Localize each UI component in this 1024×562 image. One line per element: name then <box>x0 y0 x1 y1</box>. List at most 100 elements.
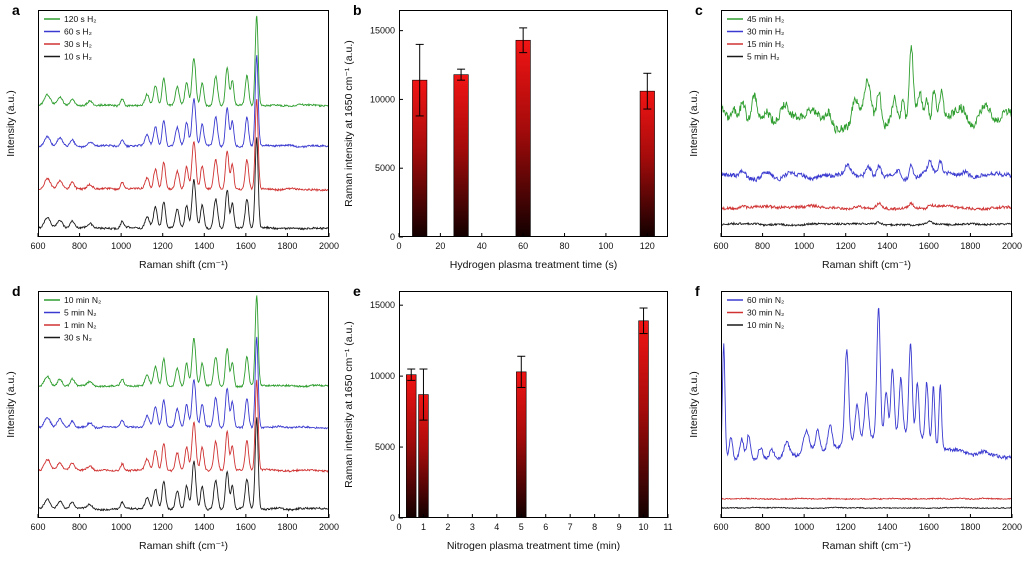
panel-a-chart: 600 800 1000 1200 1400 1600 1800 2000 Raman shif… <box>5 10 339 271</box>
panel-c-letter: c <box>695 2 703 18</box>
panel-d-chart: 600 800 1000 1200 1400 1600 1800 2000 Raman shif… <box>5 291 339 552</box>
panel-f-letter: f <box>695 283 700 299</box>
svg-text:Raman intensity at 1650 cm⁻¹ (: Raman intensity at 1650 cm⁻¹ (a.u.) <box>343 40 355 207</box>
svg-text:5 min H₂: 5 min H₂ <box>747 52 780 62</box>
svg-text:1200: 1200 <box>836 522 856 532</box>
svg-text:0: 0 <box>396 241 401 251</box>
panel-f: f 600 800 1000 1200 1400 1600 1800 2000 Raman sh… <box>683 281 1024 562</box>
svg-text:30 min H₂: 30 min H₂ <box>747 27 784 37</box>
svg-text:45 min H₂: 45 min H₂ <box>747 14 784 24</box>
svg-text:10 min N₂: 10 min N₂ <box>747 320 784 330</box>
svg-text:10000: 10000 <box>370 94 395 104</box>
svg-text:600: 600 <box>30 522 45 532</box>
svg-text:30 s H₂: 30 s H₂ <box>64 39 92 49</box>
svg-text:10 s H₂: 10 s H₂ <box>64 52 92 62</box>
svg-text:60 s H₂: 60 s H₂ <box>64 27 92 37</box>
svg-text:1400: 1400 <box>194 241 214 251</box>
svg-text:600: 600 <box>713 522 728 532</box>
panel-c-chart: 600 800 1000 1200 1400 1600 1800 2000 Raman shif… <box>688 10 1022 271</box>
svg-text:1800: 1800 <box>960 241 980 251</box>
svg-text:40: 40 <box>477 241 487 251</box>
svg-text:2000: 2000 <box>319 522 339 532</box>
svg-text:2000: 2000 <box>319 241 339 251</box>
svg-text:Intensity (a.u.): Intensity (a.u.) <box>688 90 700 157</box>
svg-text:1800: 1800 <box>960 522 980 532</box>
svg-text:80: 80 <box>560 241 570 251</box>
panel-e-letter: e <box>353 283 361 299</box>
panel-d: d 600 800 1000 1200 1400 1600 1800 2000 Raman sh… <box>0 281 341 562</box>
svg-text:5: 5 <box>519 522 524 532</box>
svg-text:Intensity (a.u.): Intensity (a.u.) <box>5 90 17 157</box>
panel-f-chart: 600 800 1000 1200 1400 1600 1800 2000 Raman shif… <box>688 291 1022 552</box>
svg-text:0: 0 <box>396 522 401 532</box>
svg-text:9: 9 <box>617 522 622 532</box>
svg-text:30 min N₂: 30 min N₂ <box>747 308 784 318</box>
svg-text:1600: 1600 <box>236 522 256 532</box>
panel-b-chart: 0 20 40 60 80 100 120 0 5000 10000 15000 Hydrogen p… <box>343 10 668 271</box>
svg-text:Raman shift (cm⁻¹): Raman shift (cm⁻¹) <box>822 540 911 552</box>
panel-a: a 600 800 1000 1200 1400 1600 1800 2000 Raman sh… <box>0 0 341 281</box>
svg-text:1 min N₂: 1 min N₂ <box>64 320 97 330</box>
svg-text:0: 0 <box>390 513 395 523</box>
svg-text:10 min N₂: 10 min N₂ <box>64 295 101 305</box>
svg-text:1200: 1200 <box>153 522 173 532</box>
svg-text:600: 600 <box>713 241 728 251</box>
svg-text:1400: 1400 <box>194 522 214 532</box>
panel-b-letter: b <box>353 2 362 18</box>
svg-text:10000: 10000 <box>370 371 395 381</box>
svg-text:120: 120 <box>640 241 655 251</box>
svg-text:5 min N₂: 5 min N₂ <box>64 308 97 318</box>
svg-text:0: 0 <box>390 232 395 242</box>
svg-text:1000: 1000 <box>794 522 814 532</box>
svg-text:Raman shift (cm⁻¹): Raman shift (cm⁻¹) <box>139 259 228 271</box>
panel-b: b 0 20 40 60 80 100 120 0 5000 10000 15000 Hydrogen… <box>341 0 683 281</box>
svg-text:15 min H₂: 15 min H₂ <box>747 39 784 49</box>
svg-text:800: 800 <box>72 522 87 532</box>
svg-text:5000: 5000 <box>375 442 395 452</box>
svg-text:1400: 1400 <box>877 522 897 532</box>
svg-text:800: 800 <box>72 241 87 251</box>
svg-text:1800: 1800 <box>277 522 297 532</box>
svg-text:1400: 1400 <box>877 241 897 251</box>
svg-text:1600: 1600 <box>919 522 939 532</box>
svg-text:2: 2 <box>445 522 450 532</box>
svg-text:4: 4 <box>494 522 499 532</box>
svg-text:100: 100 <box>598 241 613 251</box>
svg-text:2000: 2000 <box>1002 241 1022 251</box>
panel-e-chart: 0 1 2 3 4 5 6 7 8 9 10 11 0 5000 10000 15000 Nitrogen pl… <box>343 291 673 552</box>
panel-e: e 0 1 2 3 4 5 6 7 8 9 10 11 0 5000 10000 15000 Nitrogen … <box>341 281 683 562</box>
svg-text:1200: 1200 <box>836 241 856 251</box>
svg-text:11: 11 <box>663 522 672 532</box>
svg-text:8: 8 <box>592 522 597 532</box>
panel-d-letter: d <box>12 283 21 299</box>
svg-text:1000: 1000 <box>794 241 814 251</box>
svg-text:6: 6 <box>543 522 548 532</box>
svg-text:3: 3 <box>470 522 475 532</box>
svg-text:Raman shift (cm⁻¹): Raman shift (cm⁻¹) <box>139 540 228 552</box>
panel-a-letter: a <box>12 2 20 18</box>
svg-text:30 s N₂: 30 s N₂ <box>64 333 92 343</box>
svg-text:600: 600 <box>30 241 45 251</box>
svg-text:15000: 15000 <box>370 300 395 310</box>
svg-text:60 min N₂: 60 min N₂ <box>747 295 784 305</box>
svg-text:7: 7 <box>568 522 573 532</box>
svg-text:60: 60 <box>518 241 528 251</box>
svg-text:1000: 1000 <box>111 241 131 251</box>
panel-c: c 600 800 1000 1200 1400 1600 1800 2000 Raman sh… <box>683 0 1024 281</box>
svg-text:10: 10 <box>639 522 649 532</box>
svg-text:Hydrogen plasma treatment time: Hydrogen plasma treatment time (s) <box>450 259 617 271</box>
svg-text:Intensity (a.u.): Intensity (a.u.) <box>5 371 17 438</box>
svg-text:2000: 2000 <box>1002 522 1022 532</box>
svg-text:1800: 1800 <box>277 241 297 251</box>
svg-text:1200: 1200 <box>153 241 173 251</box>
svg-text:1000: 1000 <box>111 522 131 532</box>
svg-text:5000: 5000 <box>375 163 395 173</box>
svg-text:Nitrogen plasma treatment time: Nitrogen plasma treatment time (min) <box>447 540 620 552</box>
svg-text:1: 1 <box>421 522 426 532</box>
svg-text:1600: 1600 <box>236 241 256 251</box>
svg-text:20: 20 <box>435 241 445 251</box>
svg-text:120 s H₂: 120 s H₂ <box>64 14 97 24</box>
svg-text:15000: 15000 <box>370 26 395 36</box>
svg-text:1600: 1600 <box>919 241 939 251</box>
